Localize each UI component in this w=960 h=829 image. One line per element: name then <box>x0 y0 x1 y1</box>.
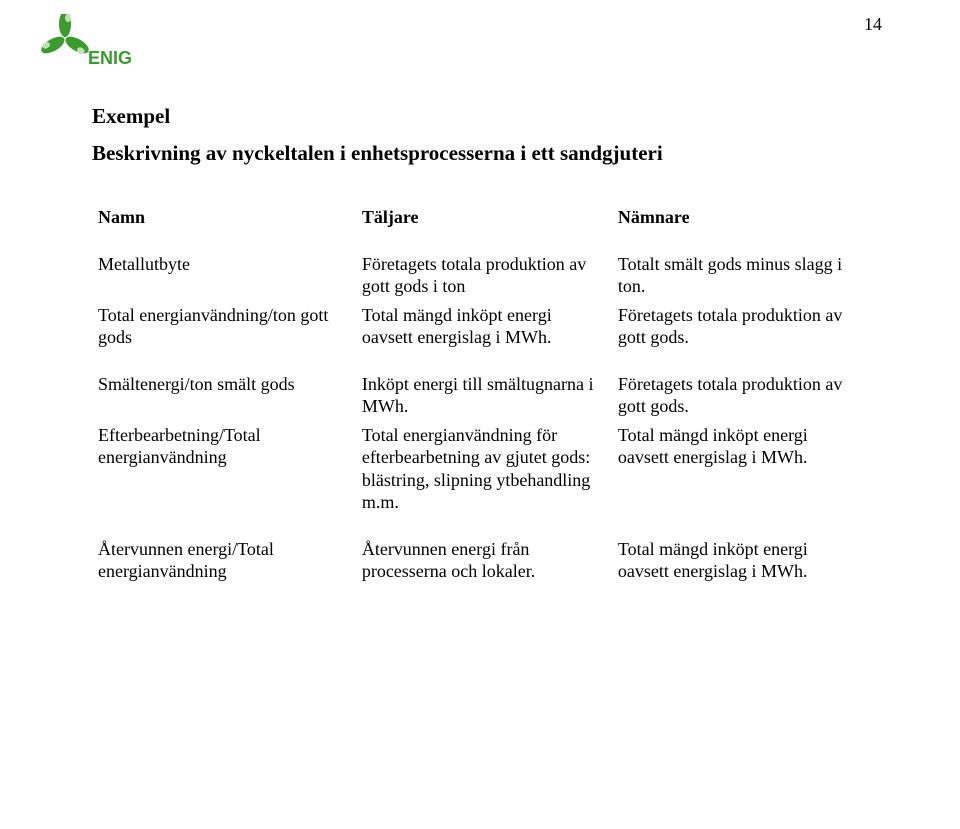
cell-numerator: Total energianvändning för efterbearbetn… <box>356 422 612 518</box>
enig-logo: ENIG <box>34 14 154 78</box>
table-header-row: Namn Täljare Nämnare <box>92 200 868 251</box>
cell-denominator: Totalt smält gods minus slagg i ton. <box>612 251 868 302</box>
cell-denominator: Total mängd inköpt energi oavsett energi… <box>612 536 868 587</box>
cell-name: Återvunnen energi/Total energianvändning <box>92 536 356 587</box>
logo-text: ENIG <box>88 48 132 68</box>
cell-denominator: Företagets totala produktion av gott god… <box>612 371 868 422</box>
cell-name: Smältenergi/ton smält gods <box>92 371 356 422</box>
table-row-separator <box>92 518 868 536</box>
table-row: Smältenergi/ton smält gods Inköpt energi… <box>92 371 868 422</box>
table-row: Total energianvändning/ton gott gods Tot… <box>92 302 868 353</box>
table-row: Återvunnen energi/Total energianvändning… <box>92 536 868 587</box>
table-row: Efterbearbetning/Total energianvändning … <box>92 422 868 518</box>
col-header-numerator: Täljare <box>356 200 612 251</box>
col-header-name: Namn <box>92 200 356 251</box>
cell-numerator: Företagets totala produktion av gott god… <box>356 251 612 302</box>
heading-beskrivning: Beskrivning av nyckeltalen i enhetsproce… <box>92 141 868 166</box>
page-number: 14 <box>864 14 882 35</box>
table-row: Metallutbyte Företagets totala produktio… <box>92 251 868 302</box>
cell-numerator: Total mängd inköpt energi oavsett energi… <box>356 302 612 353</box>
cell-denominator: Företagets totala produktion av gott god… <box>612 302 868 353</box>
table-row-separator <box>92 353 868 371</box>
cell-name: Metallutbyte <box>92 251 356 302</box>
page-container: 14 ENIG <box>0 0 960 829</box>
cell-name: Total energianvändning/ton gott gods <box>92 302 356 353</box>
cell-numerator: Återvunnen energi från processerna och l… <box>356 536 612 587</box>
nyckeltal-table: Namn Täljare Nämnare Metallutbyte Företa… <box>92 200 868 587</box>
cell-name: Efterbearbetning/Total energianvändning <box>92 422 356 518</box>
cell-denominator: Total mängd inköpt energi oavsett energi… <box>612 422 868 518</box>
cell-numerator: Inköpt energi till smältugnarna i MWh. <box>356 371 612 422</box>
col-header-denominator: Nämnare <box>612 200 868 251</box>
heading-exempel: Exempel <box>92 104 868 129</box>
